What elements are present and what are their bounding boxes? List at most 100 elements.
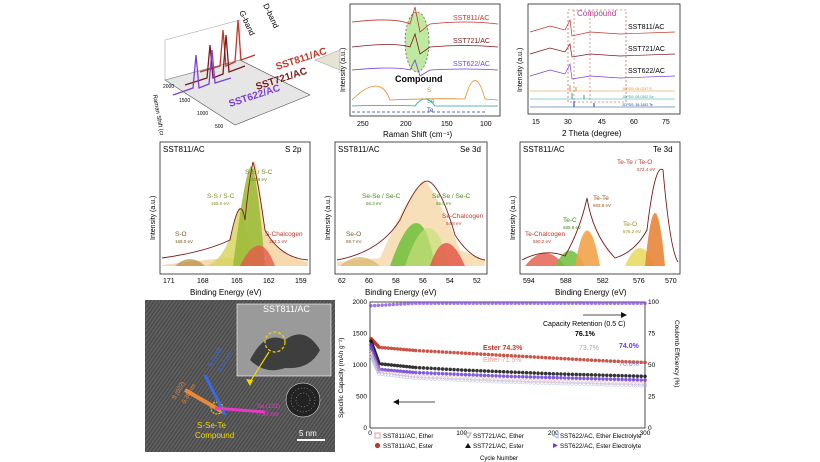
series-1-point-75 (608, 373, 613, 378)
series-4-point-40 (475, 378, 479, 383)
ester-721-annotation: 76.1% (575, 331, 596, 338)
series-4-point-28 (429, 377, 433, 381)
series-1-point-45 (494, 369, 498, 374)
series-0-point-73 (601, 358, 605, 363)
chart-xlabel: Cycle Number (480, 456, 518, 462)
series-1-point-37 (463, 368, 468, 373)
series-1-point-20 (401, 364, 406, 369)
series-1-point-21 (404, 364, 409, 369)
series-1-point-74 (604, 373, 609, 378)
series-4-point-42 (482, 379, 487, 383)
series-1-point-54 (528, 371, 533, 375)
series-3-point-35 (455, 376, 460, 380)
series-0-point-47 (501, 353, 506, 358)
series-4-point-76 (612, 383, 617, 387)
series-2-point-34 (452, 372, 456, 376)
chart-y2label: Coulomb Efficiency (%) (673, 320, 680, 387)
series-0-point-80 (627, 360, 632, 364)
series-2-point-68 (582, 376, 586, 381)
series-1-point-28 (429, 366, 433, 371)
series-0-point-79 (624, 359, 628, 364)
xps-s2p-panel: SST811/AC S 2p S-S / S-C 163.8 eV S-S / … (150, 141, 311, 297)
s2p-xtick-3: 162 (263, 278, 275, 285)
raman-axis-label: Raman Shift (cm⁻¹) (151, 94, 166, 135)
series-5-point-60 (597, 301, 602, 306)
series-4-point-32 (444, 377, 449, 382)
series-1-point-67 (578, 372, 582, 377)
s2p-peak1-ev: 163.8 eV (249, 177, 267, 182)
series-5-point-10 (406, 301, 411, 306)
series-0-point-19 (398, 347, 403, 352)
series-1-point-50 (513, 370, 517, 375)
series-5-point-9 (402, 302, 407, 306)
series-3-point-70 (589, 380, 594, 385)
series-5-point-53 (570, 301, 575, 306)
se3d-xtick-2: 58 (392, 278, 400, 285)
series-3-point-80 (627, 381, 632, 386)
series-5-point-37 (509, 301, 514, 306)
series-1-point-64 (566, 372, 571, 377)
series-0-point-74 (604, 359, 609, 363)
series-5-point-45 (540, 301, 544, 306)
series-5-point-17 (433, 301, 437, 306)
series-2-point-24 (413, 370, 418, 375)
series-1-point-52 (520, 370, 525, 375)
y-tick-3: 1500 (353, 331, 368, 338)
legend-marker-0 (374, 432, 381, 439)
series-0-point-37 (463, 351, 468, 356)
series-0-point-75 (608, 359, 613, 363)
series-2-point-78 (620, 377, 624, 382)
retention-annotation: Capacity Retention (0.5 C) (543, 321, 625, 328)
s2p-peak1-label: S-S / S-C (245, 169, 273, 176)
series-5-point-47 (547, 301, 552, 306)
series-5-point-64 (612, 301, 617, 306)
series-0-point-41 (478, 352, 483, 356)
series-2-point-43 (486, 373, 491, 378)
series-3-point-56 (536, 379, 540, 383)
series-4-point-54 (528, 380, 533, 385)
series-5-point-50 (559, 301, 563, 306)
series-3-point-53 (524, 378, 529, 383)
series-1-point-43 (486, 369, 491, 373)
series-4-point-53 (524, 380, 529, 385)
series-2-point-56 (536, 375, 540, 380)
series-3-point-77 (616, 381, 621, 386)
series-2-point-32 (444, 371, 449, 376)
legend-item-2: SST622/AC, Ether Electrolyte (560, 433, 642, 440)
series-0-point-72 (597, 358, 602, 363)
series-0-point-45 (494, 353, 498, 357)
series-4-point-34 (452, 377, 456, 382)
ether-622-annotation: 70.6% (619, 361, 639, 368)
series-2-point-73 (601, 377, 605, 381)
y2-tick-1: 25 (648, 394, 656, 401)
series-5-point-27 (471, 301, 475, 306)
se3d-xtick-0: 62 (338, 278, 346, 285)
series-2-point-27 (425, 371, 430, 375)
te3d-peak1-ev: 573.4 eV (637, 167, 655, 172)
series-4-point-50 (513, 380, 517, 385)
series-1-point-78 (620, 373, 624, 378)
series-2-point-51 (517, 374, 521, 379)
te3d-xlabel: Binding Energy (eV) (555, 288, 627, 297)
series-1-point-60 (551, 371, 556, 376)
te3d-peak5-label: Te-Chalcogen (525, 231, 565, 238)
se3d-peak2-label: Se-Se / Se-C (432, 193, 471, 200)
raman-zoom-label-811: SST811/AC (453, 15, 489, 22)
s2p-core: S 2p (285, 145, 302, 154)
series-1-point-47 (501, 369, 506, 374)
series-5-point-69 (631, 301, 636, 306)
series-2-point-19 (398, 369, 403, 374)
y-tick-2: 1000 (353, 362, 368, 369)
series-1-point-53 (524, 370, 529, 375)
series-2-point-20 (401, 369, 406, 374)
se3d-peak3-label: Se-O (346, 231, 361, 238)
series-1-point-23 (410, 365, 415, 370)
xrd-label-721: SST721/AC (628, 46, 665, 53)
y-tick-1: 500 (356, 394, 367, 401)
series-2-point-29 (433, 371, 437, 376)
series-1-point-16 (389, 363, 394, 367)
series-5-point-70 (635, 301, 640, 306)
series-2-point-38 (467, 372, 472, 377)
series-0-point-40 (475, 352, 479, 356)
series-0-point-65 (570, 357, 575, 361)
